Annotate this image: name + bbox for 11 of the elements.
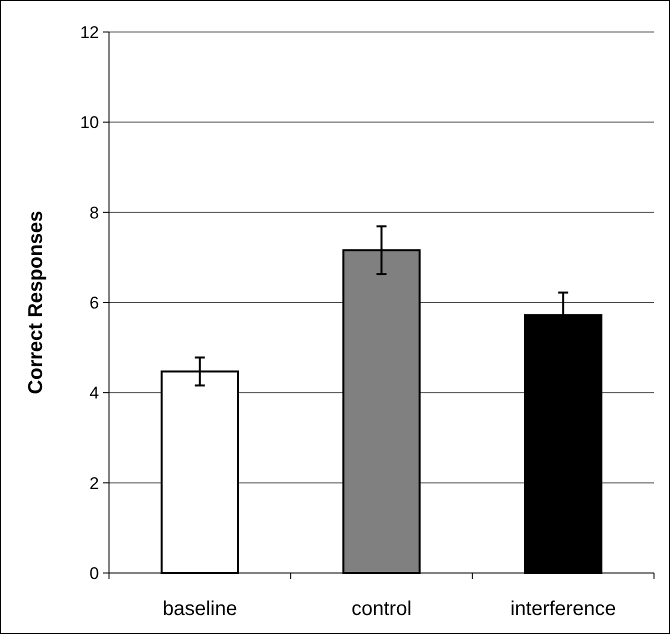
y-tick-label: 4 (90, 384, 99, 403)
y-tick-label: 10 (80, 113, 99, 132)
y-axis-title: Correct Responses (25, 210, 47, 394)
y-tick-label: 2 (90, 474, 99, 493)
y-tick-label: 0 (90, 564, 99, 583)
y-tick-label: 6 (90, 293, 99, 312)
x-tick-label: interference (510, 598, 616, 620)
x-tick-label: control (351, 598, 412, 620)
x-tick-label: baseline (162, 598, 238, 620)
y-tick-label: 12 (80, 22, 99, 42)
y-tick-label: 8 (90, 203, 99, 222)
